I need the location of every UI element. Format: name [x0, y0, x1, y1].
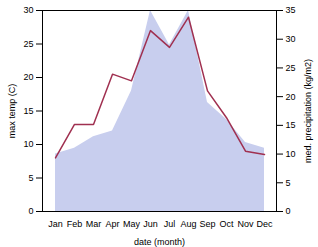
svg-text:Feb: Feb: [67, 219, 83, 229]
svg-text:15: 15: [286, 120, 296, 130]
svg-text:Mar: Mar: [86, 219, 102, 229]
svg-text:20: 20: [286, 92, 296, 102]
svg-text:35: 35: [286, 5, 296, 15]
svg-text:10: 10: [286, 149, 296, 159]
svg-text:5: 5: [28, 173, 33, 183]
svg-text:20: 20: [23, 72, 33, 82]
svg-text:5: 5: [286, 178, 291, 188]
svg-text:May: May: [123, 219, 141, 229]
svg-text:10: 10: [23, 139, 33, 149]
svg-text:Jun: Jun: [143, 219, 158, 229]
svg-text:30: 30: [286, 34, 296, 44]
svg-text:Jul: Jul: [164, 219, 176, 229]
svg-text:Oct: Oct: [219, 219, 234, 229]
svg-text:max temp (C): max temp (C): [7, 84, 17, 139]
svg-text:med. precipitation (kg/m2): med. precipitation (kg/m2): [303, 59, 313, 163]
svg-text:25: 25: [23, 39, 33, 49]
svg-text:15: 15: [23, 106, 33, 116]
svg-text:25: 25: [286, 63, 296, 73]
svg-text:0: 0: [28, 206, 33, 216]
svg-text:Sep: Sep: [199, 219, 215, 229]
svg-text:Apr: Apr: [105, 219, 119, 229]
svg-text:0: 0: [286, 206, 291, 216]
svg-text:date (month): date (month): [134, 237, 185, 247]
svg-text:Dec: Dec: [256, 219, 273, 229]
svg-text:Nov: Nov: [237, 219, 254, 229]
svg-text:Jan: Jan: [48, 219, 63, 229]
svg-text:30: 30: [23, 5, 33, 15]
svg-text:Aug: Aug: [180, 219, 196, 229]
